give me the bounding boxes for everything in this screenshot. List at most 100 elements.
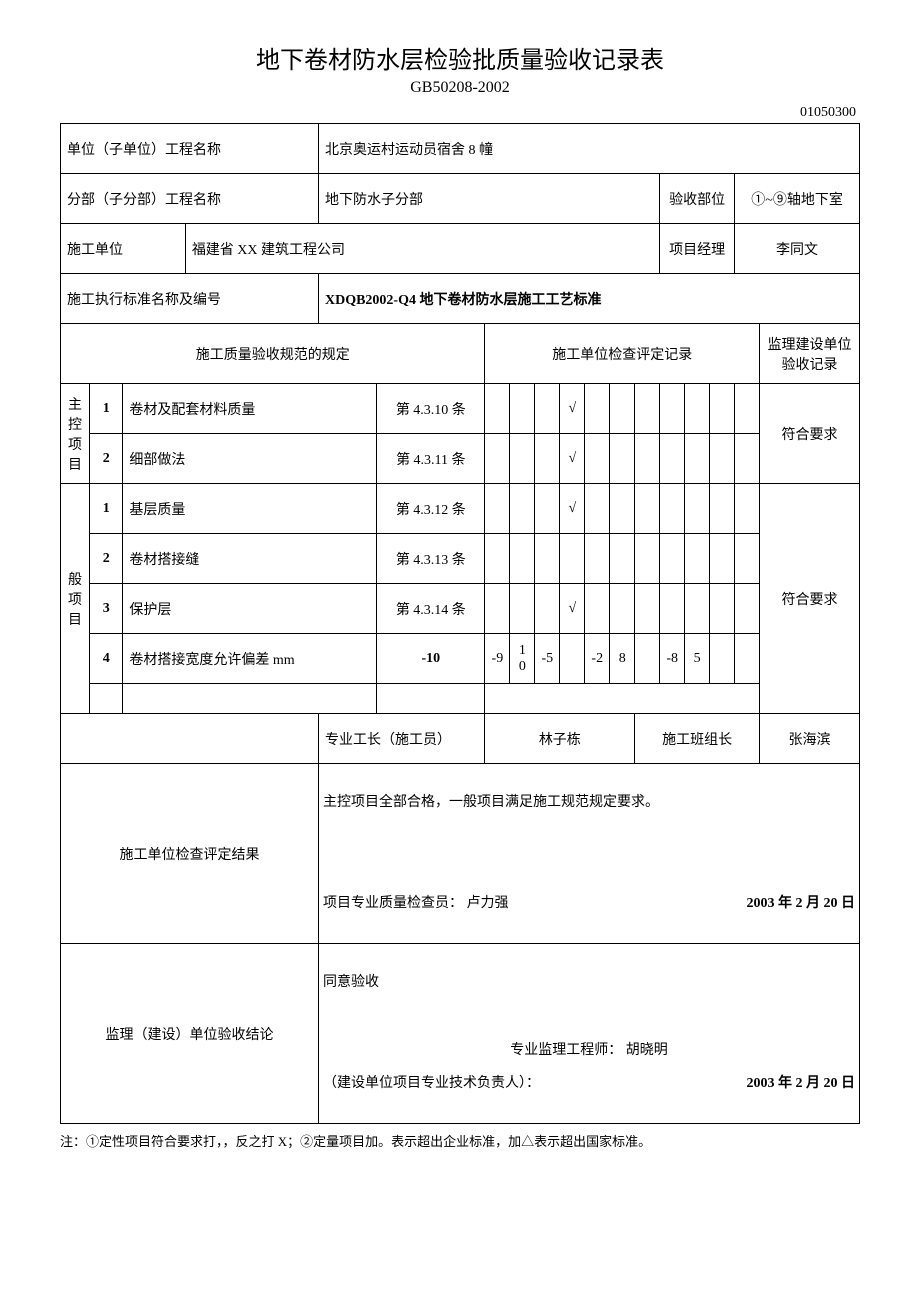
check-cell bbox=[660, 534, 685, 584]
engineer-name: 胡晓明 bbox=[626, 1043, 668, 1058]
general-item-name: 卷材搭接缝 bbox=[123, 534, 377, 584]
check-cell bbox=[610, 534, 635, 584]
check-cell bbox=[660, 434, 685, 484]
check-cell bbox=[735, 534, 760, 584]
check-cell bbox=[635, 484, 660, 534]
check-cell bbox=[535, 484, 560, 534]
label-construction-unit: 施工单位 bbox=[61, 224, 186, 274]
check-cell bbox=[535, 584, 560, 634]
main-item-clause: 第 4.3.10 条 bbox=[377, 384, 485, 434]
check-cell bbox=[635, 384, 660, 434]
main-table: 单位（子单位）工程名称 北京奥运村运动员宿舍 8 幢 分部（子分部）工程名称 地… bbox=[60, 123, 860, 1124]
check-cell bbox=[485, 584, 510, 634]
header-inspection-record: 施工单位检查评定记录 bbox=[485, 324, 760, 384]
check-cell bbox=[685, 434, 710, 484]
value-project-manager: 李同文 bbox=[735, 224, 860, 274]
check-cell: √ bbox=[560, 484, 585, 534]
check-cell bbox=[685, 534, 710, 584]
check-cell: -5 bbox=[535, 634, 560, 684]
value-team-leader: 张海滨 bbox=[760, 714, 860, 764]
label-standard-name: 施工执行标准名称及编号 bbox=[61, 274, 319, 324]
check-cell bbox=[710, 434, 735, 484]
check-cell bbox=[710, 384, 735, 434]
general-items-label: 般项目 bbox=[61, 484, 90, 714]
check-cell bbox=[685, 384, 710, 434]
document-number: 01050300 bbox=[60, 105, 860, 121]
label-foreman: 专业工长（施工员） bbox=[318, 714, 484, 764]
check-cell bbox=[685, 484, 710, 534]
main-item-clause: 第 4.3.11 条 bbox=[377, 434, 485, 484]
label-unit-project: 单位（子单位）工程名称 bbox=[61, 124, 319, 174]
check-cell bbox=[560, 534, 585, 584]
check-cell bbox=[510, 434, 535, 484]
main-item-num: 1 bbox=[90, 384, 123, 434]
check-cell bbox=[535, 534, 560, 584]
label-sub-project: 分部（子分部）工程名称 bbox=[61, 174, 319, 224]
check-cell bbox=[710, 634, 735, 684]
supervision-conclusion-text: 同意验收 bbox=[323, 966, 855, 1000]
general-items-result: 符合要求 bbox=[760, 484, 860, 714]
check-cell bbox=[510, 384, 535, 434]
check-cell bbox=[735, 434, 760, 484]
general-item-name: 卷材搭接宽度允许偏差 mm bbox=[123, 634, 377, 684]
empty-cell bbox=[123, 684, 377, 714]
check-cell: -2 bbox=[585, 634, 610, 684]
main-items-result: 符合要求 bbox=[760, 384, 860, 484]
check-cell bbox=[735, 634, 760, 684]
check-cell bbox=[660, 584, 685, 634]
check-cell bbox=[710, 484, 735, 534]
general-item-num: 1 bbox=[90, 484, 123, 534]
general-item-clause: 第 4.3.14 条 bbox=[377, 584, 485, 634]
check-cell: 8 bbox=[610, 634, 635, 684]
empty-cell bbox=[61, 714, 319, 764]
unit-conclusion-text: 主控项目全部合格，一般项目满足施工规范规定要求。 bbox=[323, 786, 855, 820]
check-cell bbox=[585, 484, 610, 534]
supervision-conclusion-date: 2003 年 2 月 20 日 bbox=[747, 1067, 856, 1101]
check-cell bbox=[635, 584, 660, 634]
value-foreman: 林子栋 bbox=[485, 714, 635, 764]
general-item-clause: 第 4.3.13 条 bbox=[377, 534, 485, 584]
check-cell: 10 bbox=[510, 634, 535, 684]
check-cell bbox=[635, 434, 660, 484]
check-cell bbox=[485, 484, 510, 534]
check-cell bbox=[610, 484, 635, 534]
check-cell bbox=[735, 584, 760, 634]
check-cell: √ bbox=[560, 584, 585, 634]
inspector-label: 项目专业质量检查员： bbox=[323, 896, 463, 911]
value-unit-project: 北京奥运村运动员宿舍 8 幢 bbox=[318, 124, 859, 174]
general-item-num: 2 bbox=[90, 534, 123, 584]
check-cell: -8 bbox=[660, 634, 685, 684]
check-cell bbox=[585, 584, 610, 634]
unit-conclusion-block: 主控项目全部合格，一般项目满足施工规范规定要求。 项目专业质量检查员： 卢力强 … bbox=[318, 764, 859, 944]
check-cell bbox=[485, 534, 510, 584]
check-cell bbox=[560, 634, 585, 684]
value-standard-name: XDQB2002-Q4 地下卷材防水层施工工艺标准 bbox=[318, 274, 859, 324]
inspector-name: 卢力强 bbox=[466, 896, 508, 911]
check-cell bbox=[610, 434, 635, 484]
page-subtitle: GB50208-2002 bbox=[60, 79, 860, 97]
check-cell bbox=[735, 484, 760, 534]
check-cell: -9 bbox=[485, 634, 510, 684]
check-cell bbox=[635, 634, 660, 684]
main-item-name: 卷材及配套材料质量 bbox=[123, 384, 377, 434]
check-cell bbox=[635, 534, 660, 584]
check-cell bbox=[535, 384, 560, 434]
check-cell bbox=[735, 384, 760, 434]
unit-conclusion-date: 2003 年 2 月 20 日 bbox=[747, 887, 856, 921]
check-cell bbox=[585, 534, 610, 584]
check-cell: √ bbox=[560, 434, 585, 484]
main-item-name: 细部做法 bbox=[123, 434, 377, 484]
general-item-clause: 第 4.3.12 条 bbox=[377, 484, 485, 534]
general-item-clause: -10 bbox=[377, 634, 485, 684]
check-cell bbox=[685, 584, 710, 634]
check-cell bbox=[660, 384, 685, 434]
general-item-name: 基层质量 bbox=[123, 484, 377, 534]
general-item-num: 3 bbox=[90, 584, 123, 634]
check-cell bbox=[610, 584, 635, 634]
check-cell bbox=[510, 584, 535, 634]
check-cell bbox=[485, 384, 510, 434]
owner-label: （建设单位项目专业技术负责人）： bbox=[323, 1076, 540, 1091]
footer-note: 注：①定性项目符合要求打，，反之打 X；②定量项目加。表示超出企业标准，加△表示… bbox=[60, 1132, 860, 1153]
engineer-label: 专业监理工程师： bbox=[510, 1043, 622, 1058]
empty-cell bbox=[485, 684, 760, 714]
